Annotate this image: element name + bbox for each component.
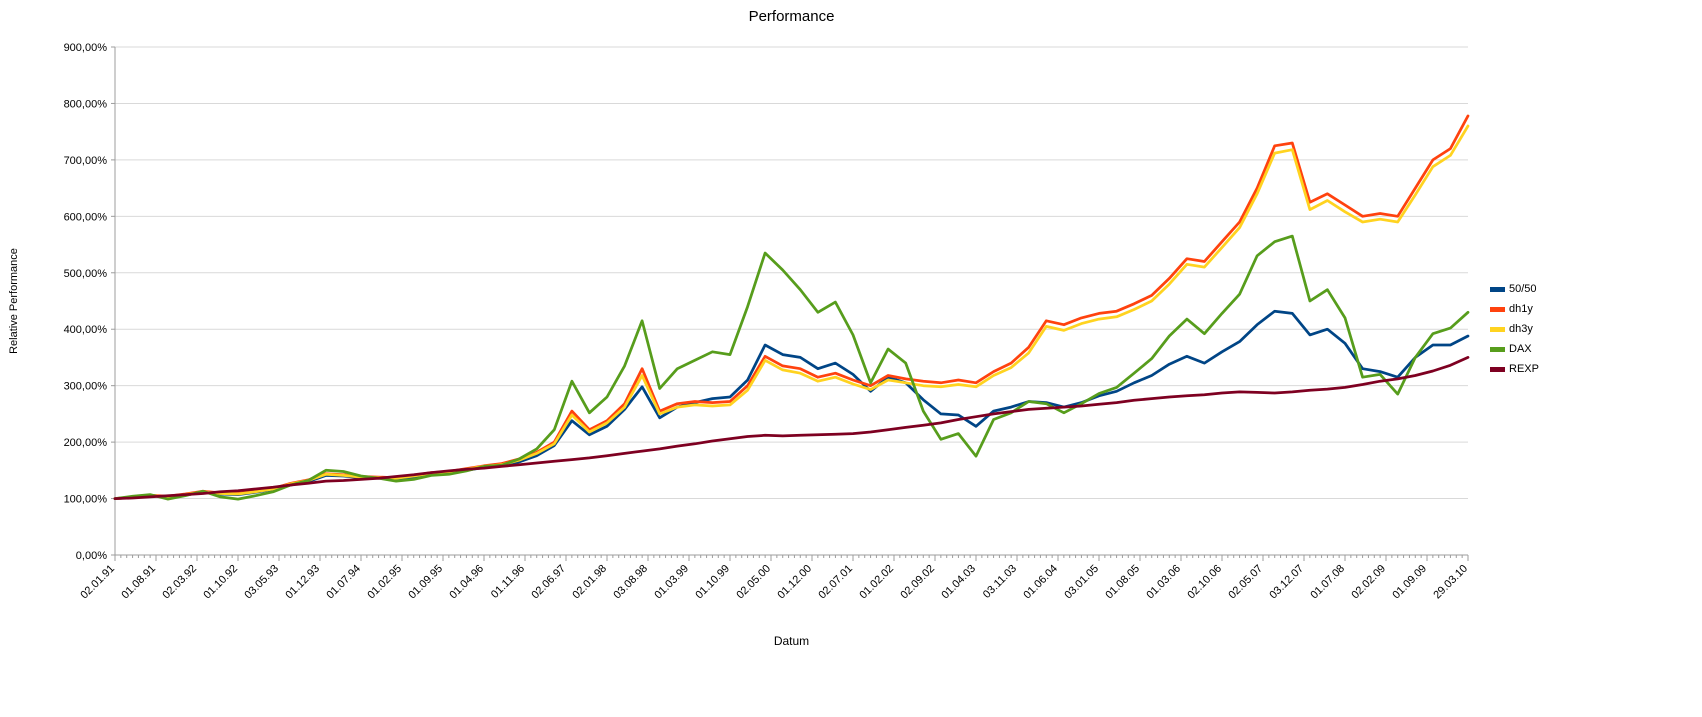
x-tick-label: 01.09.95 (406, 563, 445, 602)
x-tick-label: 01.02.02 (857, 563, 896, 602)
legend-swatch (1490, 306, 1505, 312)
y-tick-label: 400,00% (64, 324, 108, 336)
legend-swatch (1490, 346, 1505, 352)
y-tick-label: 700,00% (64, 155, 108, 167)
x-tick-label: 03.05.93 (242, 563, 281, 602)
x-tick-label: 01.06.04 (1021, 563, 1060, 602)
x-tick-label: 01.07.08 (1308, 563, 1347, 602)
x-tick-label: 03.11.03 (981, 563, 1019, 601)
legend-item: dh3y (1490, 323, 1539, 335)
y-tick-label: 0,00% (76, 550, 107, 562)
x-tick-label: 03.12.07 (1267, 563, 1306, 602)
legend-swatch (1490, 286, 1505, 292)
legend-swatch (1490, 366, 1505, 372)
y-tick-label: 100,00% (64, 494, 108, 506)
x-tick-label: 01.11.96 (489, 563, 527, 601)
x-tick-label: 01.10.99 (693, 563, 732, 602)
x-tick-label: 03.08.98 (611, 563, 650, 602)
y-tick-label: 500,00% (64, 268, 108, 280)
x-tick-label: 01.08.91 (119, 563, 158, 602)
legend-item: REXP (1490, 363, 1539, 375)
legend-swatch (1490, 326, 1505, 332)
x-tick-label: 02.01.91 (78, 563, 117, 602)
x-tick-label: 02.05.00 (734, 563, 773, 602)
y-tick-label: 300,00% (64, 381, 108, 393)
x-tick-label: 01.04.96 (447, 563, 486, 602)
legend: 50/50 dh1y dh3y DAX REXP (1490, 283, 1539, 375)
legend-item: 50/50 (1490, 283, 1539, 295)
legend-label: REXP (1509, 363, 1539, 375)
x-tick-label: 01.02.95 (365, 563, 404, 602)
x-tick-label: 02.01.98 (570, 563, 609, 602)
legend-item: DAX (1490, 343, 1539, 355)
series-line-50-50 (113, 309, 1470, 500)
y-tick-label: 800,00% (64, 98, 108, 110)
x-tick-label: 02.03.92 (160, 563, 199, 602)
x-tick-label: 01.09.09 (1390, 563, 1429, 602)
x-tick-label: 29.03.10 (1431, 563, 1470, 602)
x-axis-title: Datum (773, 634, 810, 648)
x-tick-label: 02.10.06 (1185, 563, 1224, 602)
legend-label: dh1y (1509, 303, 1533, 315)
y-tick-label: 900,00% (64, 42, 108, 54)
x-tick-label: 02.02.09 (1349, 563, 1388, 602)
x-tick-label: 01.03.99 (652, 563, 691, 602)
x-tick-label: 02.06.97 (529, 563, 568, 602)
legend-label: 50/50 (1509, 283, 1537, 295)
legend-item: dh1y (1490, 303, 1539, 315)
x-tick-label: 01.12.00 (775, 563, 814, 602)
legend-label: DAX (1509, 343, 1532, 355)
x-tick-label: 01.07.94 (324, 563, 363, 602)
y-tick-label: 600,00% (64, 211, 108, 223)
series-line-dh3y (113, 124, 1470, 500)
x-tick-label: 02.05.07 (1226, 563, 1265, 602)
series-line-dax (113, 234, 1470, 501)
x-tick-label: 01.04.03 (939, 563, 978, 602)
x-tick-label: 01.12.93 (283, 563, 322, 602)
x-tick-label: 02.09.02 (898, 563, 937, 602)
x-tick-label: 01.08.05 (1103, 563, 1142, 602)
legend-label: dh3y (1509, 323, 1533, 335)
x-tick-label: 02.07.01 (816, 563, 855, 602)
x-tick-label: 01.10.92 (201, 563, 240, 602)
y-tick-label: 200,00% (64, 437, 108, 449)
x-tick-label: 03.01.05 (1062, 563, 1101, 602)
chart-title: Performance (748, 8, 835, 25)
series-line-rexp (113, 356, 1470, 500)
x-tick-label: 01.03.06 (1144, 563, 1183, 602)
